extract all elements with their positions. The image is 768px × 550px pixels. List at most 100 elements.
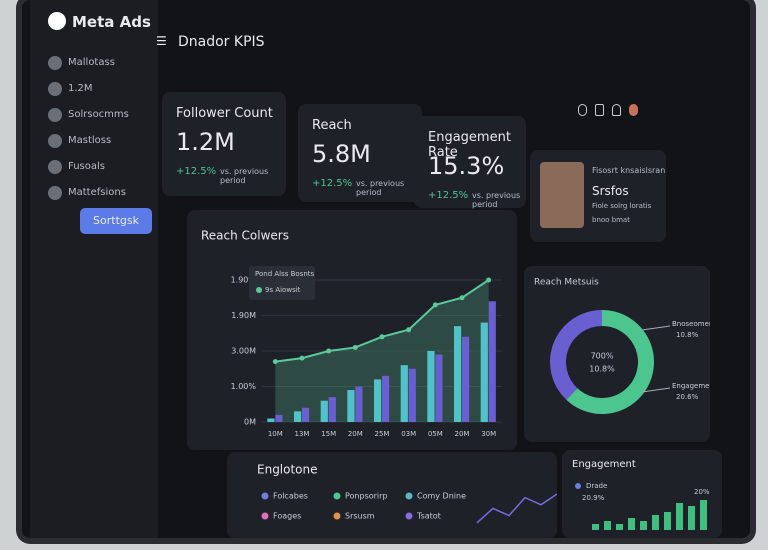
header-title: Dnador KPIS xyxy=(178,34,265,50)
line-point xyxy=(352,344,358,350)
nav-icon xyxy=(48,160,62,174)
bar xyxy=(676,503,683,530)
bar xyxy=(294,411,302,422)
x-tick-label: 20M xyxy=(455,430,470,438)
legend-label: Ponpsorirp xyxy=(345,492,388,501)
nav-item[interactable]: Mastloss xyxy=(68,135,112,146)
x-tick-label: 13M xyxy=(295,430,310,438)
kpi-card: Engagement Rate 15.3% +12.5% vs. previous p… xyxy=(414,116,526,209)
nav-item[interactable]: Mattefsions xyxy=(68,187,126,198)
line-point xyxy=(459,295,465,301)
annotation-line xyxy=(641,325,671,331)
kpi-note: vs. previous period xyxy=(220,167,269,185)
area-fill xyxy=(275,280,489,422)
bar xyxy=(302,407,310,422)
kpi-label: Reach xyxy=(312,118,352,133)
x-tick-label: 03M xyxy=(401,430,416,438)
tooltip-title: Pond Alss Bosnts xyxy=(255,270,315,278)
bar xyxy=(592,524,599,530)
nav-icon xyxy=(48,186,62,200)
profile-line: Fiole solrg loratis xyxy=(592,202,652,210)
panel-title: Engagement xyxy=(572,459,636,470)
donut-chart: Reach Metsuis 700% 10.8% Bnoseoment 10.8% Eng… xyxy=(524,266,710,442)
kpi-value: 5.8M xyxy=(312,140,371,168)
sidebar: Meta Ads Mallotass 1.2M Solrsocmms Mastloss… xyxy=(30,0,158,538)
legend-label: Comy Dnine xyxy=(417,492,466,501)
tooltip-box xyxy=(249,266,315,300)
donut-slice xyxy=(550,310,602,400)
chart-title: Reach Colwers xyxy=(201,229,289,243)
tooltip-dot xyxy=(256,287,262,293)
kpi-card: Follower Count 1.2M +12.5% vs. previous per… xyxy=(162,92,286,196)
bar xyxy=(480,322,488,422)
x-tick-label: 15M xyxy=(321,430,336,438)
legend-swatch xyxy=(333,492,341,500)
nav-item[interactable]: Fusoals xyxy=(68,161,105,172)
legend-label: Srsusm xyxy=(345,512,375,521)
profile-title: Fisosrt knsaislsran xyxy=(592,166,666,175)
y-tick-label: 1.90M xyxy=(231,311,256,320)
brand: Meta Ads xyxy=(72,13,151,31)
line-point xyxy=(379,334,385,340)
line-point xyxy=(272,359,278,365)
kpi-value: 1.2M xyxy=(176,128,235,156)
bar xyxy=(604,521,611,530)
bar xyxy=(462,336,470,422)
legend-label: Drade xyxy=(586,482,607,490)
nav-item[interactable]: Mallotass xyxy=(68,57,115,68)
profile-name: Srsfos xyxy=(592,184,629,198)
bar xyxy=(664,512,671,530)
legend-label: Foages xyxy=(273,512,301,521)
search-icon[interactable] xyxy=(578,104,588,116)
bell-icon[interactable] xyxy=(612,104,622,116)
panel-title: Englotone xyxy=(257,463,318,477)
bar xyxy=(320,400,328,422)
nav-item[interactable]: Solrsocmms xyxy=(68,109,129,120)
sidebar-button[interactable]: Sorttgsk xyxy=(80,208,152,234)
nav-icon xyxy=(48,108,62,122)
y-tick-label: 1.90% xyxy=(231,276,257,285)
bar xyxy=(652,515,659,530)
legend-swatch xyxy=(575,483,581,489)
kpi-label: Follower Count xyxy=(176,106,273,121)
chart-title: Reach Metsuis xyxy=(534,278,599,288)
annotation-name: Bnoseoment xyxy=(672,320,710,328)
legend-swatch xyxy=(261,492,269,500)
bar xyxy=(454,326,462,422)
legend-label: Tsatot xyxy=(416,512,441,521)
line-point xyxy=(299,355,305,361)
bar xyxy=(700,500,707,530)
kpi-note: vs. previous period xyxy=(356,179,405,197)
legend-swatch xyxy=(405,512,413,520)
donut-center: 700% xyxy=(591,352,614,361)
annotation-text: 10.8% xyxy=(676,331,699,339)
line-point xyxy=(406,327,412,333)
bar xyxy=(435,354,443,422)
annotation-name: Engagement xyxy=(672,382,710,390)
nav-item[interactable]: 1.2M xyxy=(68,83,93,94)
bar xyxy=(628,518,635,530)
bar xyxy=(382,375,390,422)
bar xyxy=(267,418,275,422)
annotation: 20.9% xyxy=(582,494,605,502)
header-icons xyxy=(578,104,638,118)
avatar[interactable] xyxy=(629,104,638,116)
logo xyxy=(48,12,66,30)
reach-chart: Reach Colwers 0M 1.00% 3.00M 1.90M 1.90% 10M 13… xyxy=(187,210,517,450)
line-point xyxy=(326,348,332,354)
annotation-text: 20.6% xyxy=(676,393,699,401)
bar xyxy=(347,390,355,422)
x-tick-label: 25M xyxy=(375,430,390,438)
profile-line: bnoo bmat xyxy=(592,216,630,224)
menu-icon[interactable]: ☰ xyxy=(156,34,167,48)
bottom-panel: Englotone Folcabes Ponpsorirp Comy Dnine Foa… xyxy=(227,452,557,538)
bar xyxy=(400,365,408,422)
bar xyxy=(408,368,416,422)
x-tick-label: 30M xyxy=(481,430,496,438)
nav-icon xyxy=(48,82,62,96)
bar xyxy=(275,414,283,422)
mail-icon[interactable] xyxy=(595,104,605,116)
trend-line xyxy=(476,493,557,524)
line-point xyxy=(486,277,492,283)
